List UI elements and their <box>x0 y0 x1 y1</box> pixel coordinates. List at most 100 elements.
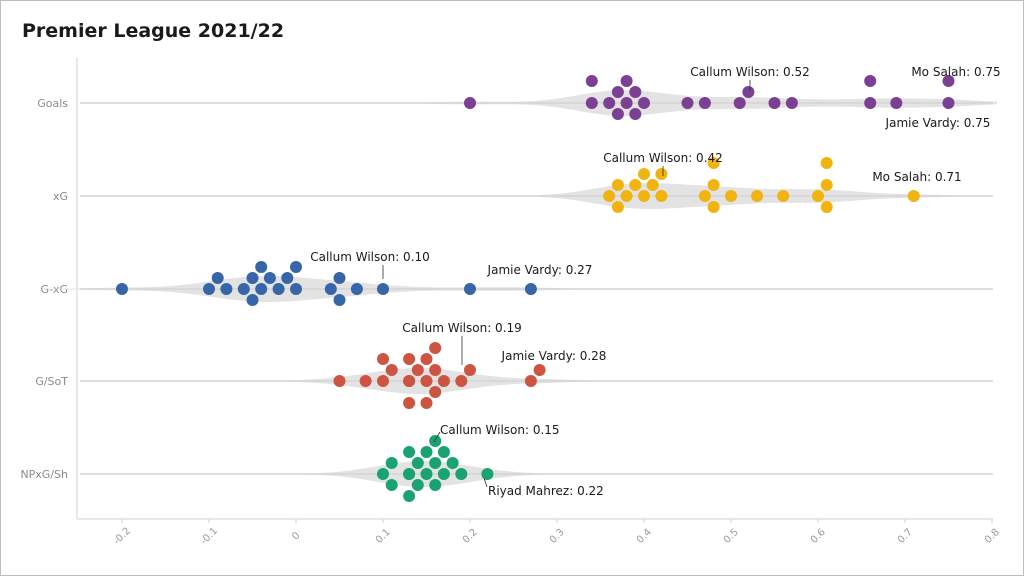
data-point <box>385 457 398 469</box>
data-point <box>777 190 790 202</box>
data-point <box>116 283 128 295</box>
data-point <box>481 468 494 480</box>
data-point <box>290 283 302 295</box>
data-point <box>455 468 468 480</box>
data-point <box>907 190 920 202</box>
annotation: Jamie Vardy: 0.28 <box>501 349 607 363</box>
data-point <box>403 375 416 387</box>
annotation: Riyad Mahrez: 0.22 <box>483 477 604 498</box>
data-point <box>429 342 442 354</box>
series-goals: Goals <box>37 75 998 120</box>
data-point <box>611 108 624 120</box>
data-point <box>603 190 616 202</box>
x-tick-label: 0.5 <box>722 527 741 546</box>
data-point <box>611 201 624 213</box>
annotation-label: Callum Wilson: 0.10 <box>310 250 430 264</box>
category-label: G-xG <box>40 283 68 296</box>
annotation: Mo Salah: 0.75 <box>911 65 1000 79</box>
data-point <box>585 75 598 87</box>
data-point <box>646 179 659 191</box>
data-point <box>403 468 416 480</box>
data-point <box>524 283 537 295</box>
data-point <box>246 272 259 284</box>
data-point <box>420 375 433 387</box>
data-point <box>655 190 668 202</box>
x-tick-label: 0 <box>290 530 302 542</box>
data-point <box>820 201 833 213</box>
data-point <box>603 97 616 109</box>
data-point <box>437 375 450 387</box>
data-point <box>751 190 764 202</box>
data-point <box>620 97 633 109</box>
x-tick-label: 0.2 <box>461 527 480 546</box>
data-point <box>698 97 711 109</box>
series-xg: xG <box>53 157 993 213</box>
x-tick-label: 0.1 <box>374 527 393 546</box>
data-point <box>464 97 476 109</box>
data-point <box>377 375 389 387</box>
data-point <box>655 168 668 180</box>
category-label: Goals <box>37 97 68 110</box>
data-point <box>359 375 372 387</box>
data-point <box>942 75 955 87</box>
data-point <box>455 375 468 387</box>
x-tick-label: 0.7 <box>896 527 915 546</box>
data-point <box>255 261 268 273</box>
annotation-label: Mo Salah: 0.75 <box>911 65 1000 79</box>
data-point <box>629 86 642 98</box>
data-point <box>220 283 233 295</box>
data-point <box>290 261 302 273</box>
data-point <box>211 272 224 284</box>
annotation-label: Callum Wilson: 0.15 <box>440 423 560 437</box>
data-point <box>403 397 416 409</box>
data-point <box>533 364 546 376</box>
data-point <box>742 86 755 98</box>
annotation: Callum Wilson: 0.42 <box>603 151 723 176</box>
data-point <box>698 190 711 202</box>
data-point <box>420 468 433 480</box>
data-point <box>324 283 337 295</box>
data-point <box>820 157 833 169</box>
data-point <box>638 97 650 109</box>
data-point <box>350 283 363 295</box>
data-point <box>333 375 346 387</box>
annotation-label: Callum Wilson: 0.52 <box>690 65 810 79</box>
data-point <box>333 272 346 284</box>
data-point <box>403 353 416 365</box>
data-point <box>524 375 537 387</box>
data-point <box>464 283 476 295</box>
data-point <box>864 97 877 109</box>
data-point <box>429 435 442 447</box>
data-point <box>377 468 389 480</box>
data-point <box>629 179 642 191</box>
annotation-label: Jamie Vardy: 0.28 <box>501 349 607 363</box>
data-point <box>620 190 633 202</box>
data-point <box>446 457 459 469</box>
data-point <box>237 283 250 295</box>
x-tick-label: 0.3 <box>548 527 567 546</box>
x-tick-label: 0.4 <box>635 527 654 546</box>
data-point <box>420 446 433 458</box>
data-point <box>281 272 294 284</box>
data-point <box>707 201 720 213</box>
data-point <box>638 190 650 202</box>
x-tick-label: 0.8 <box>983 527 1002 546</box>
annotation-label: Mo Salah: 0.71 <box>872 170 961 184</box>
data-point <box>611 86 624 98</box>
data-point <box>385 479 398 491</box>
data-point <box>725 190 737 202</box>
annotation: Callum Wilson: 0.10 <box>310 250 430 279</box>
data-point <box>464 364 476 376</box>
data-point <box>377 353 389 365</box>
data-point <box>377 283 389 295</box>
x-tick-label: -0.2 <box>112 526 134 548</box>
chart-title: Premier League 2021/22 <box>22 20 285 42</box>
data-point <box>707 157 720 169</box>
category-label: xG <box>53 190 68 203</box>
annotation-label: Riyad Mahrez: 0.22 <box>488 484 604 498</box>
annotation-label: Jamie Vardy: 0.27 <box>487 263 593 277</box>
annotation: Callum Wilson: 0.15 <box>433 423 560 443</box>
annotation: Jamie Vardy: 0.27 <box>487 263 593 277</box>
data-point <box>333 294 346 306</box>
data-point <box>403 490 416 502</box>
